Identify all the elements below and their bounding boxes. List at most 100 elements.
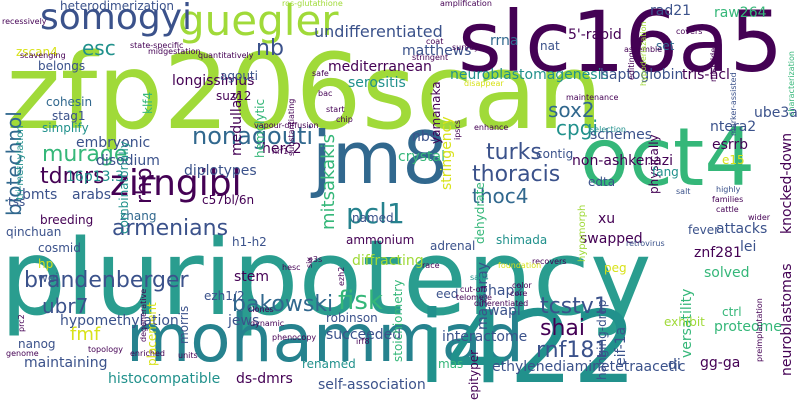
word-tris-hcl: tris-hcl [682, 67, 730, 83]
word-named: named [352, 211, 394, 225]
word-esrrb: esrrb [712, 137, 749, 153]
word-thoc4: thoc4 [472, 184, 529, 208]
word-zfp206scan: zfp206scan [6, 31, 603, 153]
word-foundation: foundation [498, 261, 542, 270]
word-ezh1-2: ezh1/2 [204, 289, 245, 303]
word-families: families [712, 195, 744, 204]
word-renamed: renamed [302, 357, 356, 371]
word-klf4: klf4 [141, 91, 155, 114]
word-fmf: fmf [70, 324, 101, 345]
word-nanog: nanog [18, 337, 56, 351]
word-brandenberger: brandenberger [24, 268, 189, 293]
word-armenians: armenians [112, 216, 229, 241]
word-epityper: epityper [467, 349, 481, 400]
word-suz12: suz12 [216, 89, 252, 103]
word-telomere: telomere [456, 293, 492, 302]
word-medullas: medullas [229, 92, 245, 156]
word-bmts: bmts [22, 187, 58, 203]
word-cattle: cattle [716, 205, 739, 214]
word-morris: morris [177, 305, 191, 344]
word-shai: shai [540, 316, 585, 341]
word-irf8: irf8 [356, 337, 370, 346]
word-robinson: robinson [326, 311, 378, 325]
word-coat: coat [426, 37, 444, 46]
word-zscan4: zscan4 [16, 45, 58, 59]
word-hypoderiazation: hypoderiazation [639, 21, 648, 86]
word-undifferentiated: undifferentiated [314, 22, 443, 41]
word-raw264: raw264 [714, 5, 767, 21]
word-neuroblastomas: neuroblastomas [779, 263, 795, 376]
word-oct4: oct4 [580, 111, 756, 204]
word-xu: xu [598, 211, 616, 227]
word-stem: stem [234, 269, 270, 285]
word-matthews: matthews [402, 43, 472, 59]
word-midgestation: midgestation [148, 47, 201, 56]
word-knocked-down: knocked-down [779, 132, 795, 234]
word-edta: edta [588, 175, 616, 189]
word-enhance: enhance [474, 123, 509, 132]
word-ros-glutathione: ros-glutathione [282, 0, 343, 8]
word-c57bl-6n: c57bl/6n [202, 193, 255, 207]
word-chip: chip [336, 115, 353, 124]
word-recessively: recessively [2, 17, 47, 26]
word-maintaining: maintaining [24, 355, 108, 371]
word-bakowski: bakowski [232, 292, 334, 317]
word-mediterranean: mediterranean [328, 59, 432, 75]
word-somogyi: somogyi [40, 0, 193, 38]
word-dehydrate: dehydrate [473, 182, 487, 244]
word-fever: fever [688, 223, 720, 237]
word-thoracis: thoracis [472, 162, 561, 187]
word-qinchuan: qinchuan [6, 225, 62, 239]
word-h1-h2: h1-h2 [232, 235, 267, 249]
word-stringent: stringent [412, 53, 449, 62]
word-heterodimerization: heterodimerization [60, 0, 175, 13]
word-herc2: herc2 [262, 141, 302, 157]
word-interactome: interactome [442, 329, 528, 345]
word-ezh2: ezh2 [337, 266, 346, 286]
word-units: units [178, 351, 198, 360]
word-marker-assisted: marker-assisted [729, 72, 738, 136]
word-prc2: prc2 [17, 314, 26, 332]
word-vapour-diffusion: vapour-diffusion [254, 121, 319, 130]
word-maintenance: maintenance [566, 93, 619, 102]
word-proteome: proteome [714, 319, 782, 335]
word-ammonium: ammonium [346, 233, 415, 247]
word-crystal: crystal [398, 149, 445, 165]
word-ipscs: ipscs [453, 119, 462, 140]
word-core: core [510, 289, 528, 298]
word-solved: solved [704, 265, 750, 281]
word-state-specific: state-specific [130, 41, 184, 50]
word-znf281: znf281 [694, 245, 742, 261]
word-arabs: arabs [72, 187, 112, 203]
word-disappear: disappear [464, 79, 504, 88]
word-clones: clones [248, 305, 274, 314]
word-stoichiometry: stoichiometry [391, 279, 405, 362]
word-e15: e15 [722, 153, 745, 167]
word-phenocopy: phenocopy [272, 333, 317, 342]
word-adrenal: adrenal [430, 239, 476, 253]
word-shimada: shimada [496, 233, 548, 247]
word-lei: lei [740, 239, 757, 255]
word-assemble: assemble [624, 45, 663, 54]
word-histocompatible: histocompatible [108, 371, 221, 387]
word-hap2: hap2 [488, 283, 524, 299]
word-race: race [422, 261, 440, 270]
word-sox2: sox2 [548, 98, 595, 122]
word-succeeded: succeeded [326, 327, 402, 343]
word-murage: murage [42, 142, 128, 167]
word-enriched: enriched [130, 349, 165, 358]
word-cut-off: cut-off [460, 285, 487, 294]
word-fang: fang [652, 165, 679, 179]
word-haptoglobin: haptoglobin [600, 67, 684, 83]
word-breeding: breeding [40, 213, 94, 227]
word-mitsakakis: mitsakakis [318, 134, 339, 230]
word-neuroblastomagenesis: neuroblastomagenesis [450, 67, 609, 83]
word-mas: mas [438, 357, 464, 371]
word-stag1: stag1 [52, 109, 86, 123]
word-slc16a5: slc16a5 [458, 0, 784, 91]
word-sall4: sall4 [470, 273, 489, 282]
word-highly: highly [716, 185, 741, 194]
word-rad21: rad21 [650, 3, 692, 19]
word-characterization: characterization [787, 51, 796, 116]
